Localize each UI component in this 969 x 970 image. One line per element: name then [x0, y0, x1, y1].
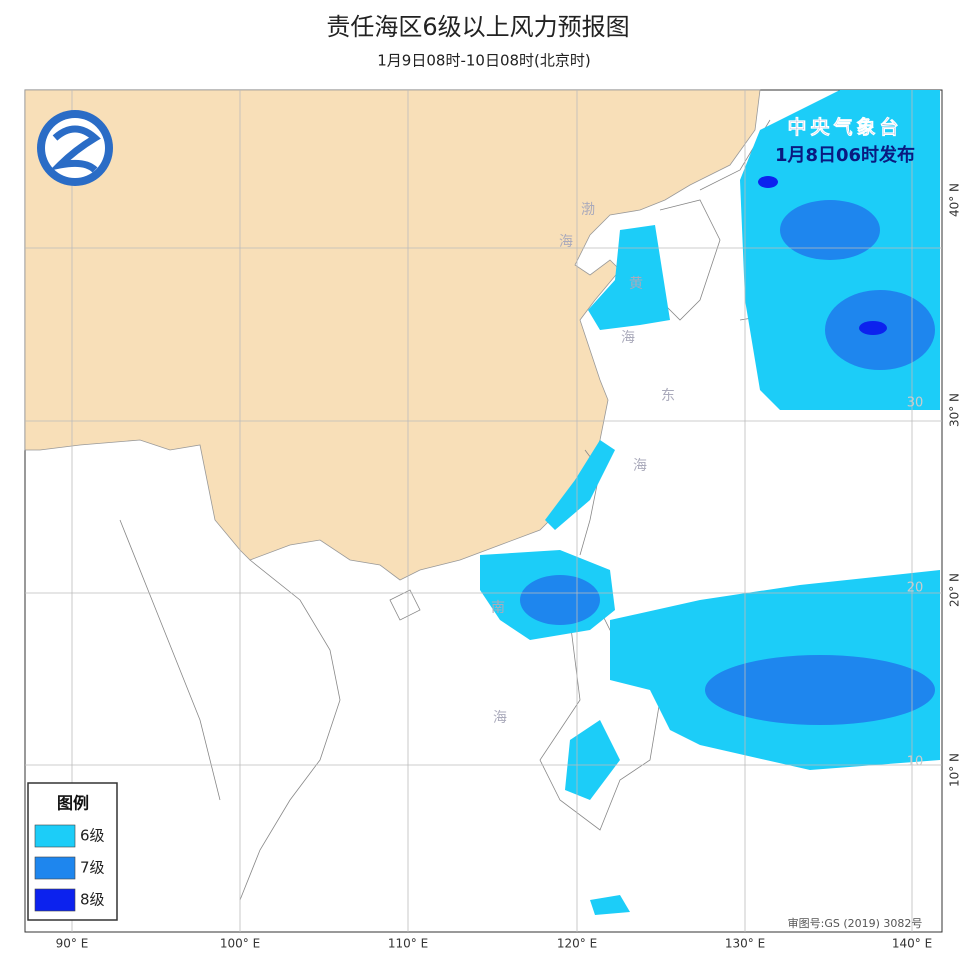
latitude-label: 40° N — [948, 183, 962, 217]
latitude-label: 10° N — [948, 753, 962, 787]
longitude-label: 110° E — [388, 937, 428, 951]
longitude-label: 90° E — [56, 937, 89, 951]
legend-title: 图例 — [57, 794, 89, 813]
sea-label: 东 — [661, 388, 675, 404]
inner-latitude-label: 10 — [907, 755, 924, 770]
graticule — [25, 90, 942, 932]
legend-swatch — [34, 824, 76, 848]
inner-lat: 30 20 10 — [907, 396, 924, 770]
longitude-label: 100° E — [220, 937, 260, 951]
sea-label: 海 — [621, 330, 635, 346]
sea-label: 海 — [493, 710, 507, 726]
longitude-label: 120° E — [557, 937, 597, 951]
latitude-label: 30° N — [948, 393, 962, 427]
longitude-label: 140° E — [892, 937, 932, 951]
inner-latitude-label: 30 — [907, 396, 924, 411]
legend: 图例 6级 7级 8级 — [27, 782, 118, 921]
issued: 1月8日06时发布 — [775, 144, 915, 166]
legend-label: 8级 — [80, 891, 105, 909]
latitude-labels: 40° N 30° N 20° N 10° N — [948, 183, 962, 787]
title: 责任海区6级以上风力预报图 — [326, 13, 629, 41]
sea-label: 海 — [559, 234, 573, 250]
map-body — [24, 89, 943, 933]
logo — [49, 125, 101, 173]
latitude-label: 20° N — [948, 573, 962, 607]
sea-label: 黄 — [629, 275, 643, 292]
inner-latitude-label: 20 — [907, 581, 924, 596]
sea-label: 渤 — [581, 202, 595, 218]
subtitle: 1月9日08时-10日08时(北京时) — [377, 52, 590, 70]
legend-swatch — [34, 856, 76, 880]
legend-label: 7级 — [80, 859, 105, 877]
approval: 审图号:GS (2019) 3082号 — [788, 916, 923, 930]
longitude-label: 130° E — [725, 937, 765, 951]
sea-label: 海 — [633, 458, 647, 474]
wind-8 — [758, 176, 887, 335]
legend-swatch — [34, 888, 76, 912]
publisher: 中央气象台 — [787, 116, 902, 139]
longitude-labels: 90° E 100° E 110° E 120° E 130° E 140° E — [56, 937, 932, 951]
sea-label: 南 — [491, 600, 505, 616]
legend-label: 6级 — [80, 827, 105, 845]
